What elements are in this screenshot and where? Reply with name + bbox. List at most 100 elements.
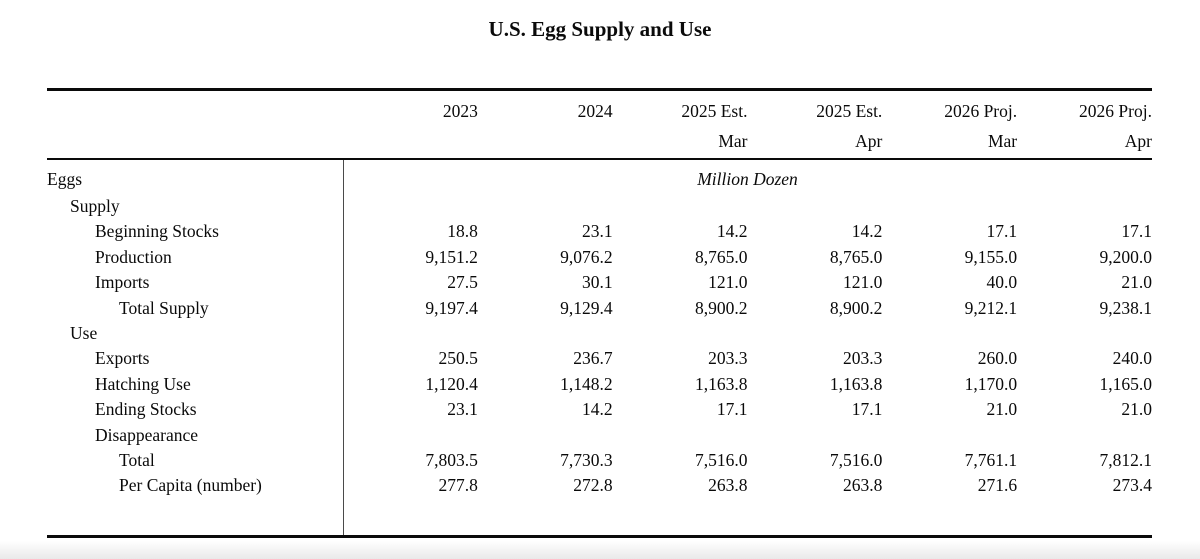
row-label: Supply <box>70 196 120 216</box>
table-row-production: Production 9,151.2 9,076.2 8,765.0 8,765… <box>47 245 1152 270</box>
value-cell: 9,129.4 <box>560 297 613 318</box>
table-row-total: Total 7,803.5 7,730.3 7,516.0 7,516.0 7,… <box>47 448 1152 473</box>
value-cell: 203.3 <box>708 348 748 369</box>
column-subheader: Mar <box>987 131 1018 151</box>
value-cell: 1,170.0 <box>964 373 1018 394</box>
table-row-hatching-use: Hatching Use 1,120.4 1,148.2 1,163.8 1,1… <box>47 372 1152 397</box>
table-row-beginning-stocks: Beginning Stocks 18.8 23.1 14.2 14.2 17.… <box>47 219 1152 244</box>
value-cell: 203.3 <box>842 348 883 369</box>
page-title: U.S. Egg Supply and Use <box>488 17 712 41</box>
row-label: Exports <box>95 348 150 369</box>
bottom-rule <box>47 535 1152 538</box>
value-cell: 273.4 <box>1112 475 1152 496</box>
value-cell: 23.1 <box>582 221 613 242</box>
value-cell: 250.5 <box>438 348 478 369</box>
row-label: Use <box>70 322 98 343</box>
value-cell: 1,163.8 <box>829 373 883 394</box>
table-row-ending-stocks: Ending Stocks 23.1 14.2 17.1 17.1 21.0 2… <box>47 397 1152 422</box>
supply-use-table: 2023 2024 2025 Est. 2025 Est. 2026 Proj.… <box>47 88 1152 538</box>
top-rule <box>47 88 1152 91</box>
table-row-use: Use <box>47 321 1152 346</box>
table-header: 2023 2024 2025 Est. 2025 Est. 2026 Proj.… <box>47 91 1152 158</box>
column-subheader: Mar <box>718 131 748 151</box>
row-label: Ending Stocks <box>95 399 197 420</box>
value-cell: 14.2 <box>582 399 613 420</box>
value-cell: 14.2 <box>851 221 883 242</box>
value-cell: 263.8 <box>842 475 883 496</box>
row-label: Per Capita (number) <box>119 475 262 496</box>
column-divider <box>343 160 344 535</box>
value-cell: 17.1 <box>1121 221 1152 242</box>
row-label: Beginning Stocks <box>95 221 219 242</box>
value-cell: 27.5 <box>447 272 478 293</box>
value-cell: 9,155.0 <box>964 246 1018 267</box>
table-row-eggs: Eggs <box>47 164 1152 194</box>
table-row-per-capita: Per Capita (number) 277.8 272.8 263.8 26… <box>47 473 1152 498</box>
value-cell: 236.7 <box>573 348 613 369</box>
table-row-imports: Imports 27.5 30.1 121.0 121.0 40.0 21.0 <box>47 270 1152 295</box>
value-cell: 240.0 <box>1112 348 1152 369</box>
value-cell: 9,151.2 <box>425 246 478 267</box>
value-cell: 9,197.4 <box>425 297 478 318</box>
value-cell: 9,212.1 <box>964 297 1018 318</box>
row-label: Disappearance <box>95 424 198 445</box>
value-cell: 7,516.0 <box>694 449 748 470</box>
value-cell: 21.0 <box>1121 272 1152 293</box>
value-cell: 8,900.2 <box>829 297 883 318</box>
value-cell: 8,765.0 <box>829 246 883 267</box>
table-row-total-supply: Total Supply 9,197.4 9,129.4 8,900.2 8,9… <box>47 296 1152 321</box>
value-cell: 17.1 <box>716 399 748 420</box>
value-cell: 17.1 <box>986 221 1018 242</box>
column-subheader <box>478 127 613 158</box>
value-cell: 7,730.3 <box>560 449 613 470</box>
value-cell: 30.1 <box>582 272 613 293</box>
row-label: Eggs <box>47 169 82 189</box>
value-cell: 260.0 <box>977 348 1018 369</box>
value-cell: 263.8 <box>708 475 748 496</box>
value-cell: 8,765.0 <box>694 246 748 267</box>
value-cell: 14.2 <box>716 221 748 242</box>
header-rule <box>47 158 1152 160</box>
table-row-exports: Exports 250.5 236.7 203.3 203.3 260.0 24… <box>47 346 1152 371</box>
header-spacer <box>47 91 343 127</box>
value-cell: 1,165.0 <box>1099 373 1152 394</box>
header-year-row: 2023 2024 2025 Est. 2025 Est. 2026 Proj.… <box>47 91 1152 127</box>
value-cell: 21.0 <box>1121 399 1152 420</box>
value-cell: 21.0 <box>986 399 1018 420</box>
value-cell: 7,761.1 <box>964 449 1018 470</box>
column-subheader: Apr <box>855 131 883 151</box>
value-cell: 9,076.2 <box>560 246 613 267</box>
value-cell: 18.8 <box>447 221 478 242</box>
value-cell: 277.8 <box>438 475 478 496</box>
value-cell: 8,900.2 <box>694 297 748 318</box>
value-cell: 9,238.1 <box>1099 297 1152 318</box>
table-row-supply: Supply <box>47 194 1152 219</box>
value-cell: 1,163.8 <box>694 373 748 394</box>
value-cell: 7,803.5 <box>425 449 478 470</box>
column-subheader <box>343 127 478 158</box>
column-header: 2025 Est. <box>816 101 883 121</box>
table-body: Million Dozen Eggs Supply Beginning Stoc… <box>47 160 1152 535</box>
value-cell: 23.1 <box>447 399 478 420</box>
column-header: 2026 Proj. <box>944 101 1018 121</box>
column-header: 2025 Est. <box>681 101 748 121</box>
value-cell: 121.0 <box>708 272 748 293</box>
unit-label: Million Dozen <box>697 169 798 189</box>
column-header: 2024 <box>577 101 613 121</box>
value-cell: 1,148.2 <box>560 373 613 394</box>
value-cell: 7,516.0 <box>829 449 883 470</box>
value-cell: 272.8 <box>573 475 613 496</box>
value-cell: 121.0 <box>842 272 883 293</box>
value-cell: 7,812.1 <box>1099 449 1152 470</box>
header-period-row: Mar Apr Mar Apr <box>47 127 1152 158</box>
value-cell: 17.1 <box>851 399 883 420</box>
row-label: Hatching Use <box>95 373 191 394</box>
column-header: 2023 <box>442 101 478 121</box>
value-cell: 40.0 <box>986 272 1018 293</box>
column-subheader: Apr <box>1124 131 1152 151</box>
column-header: 2026 Proj. <box>1079 101 1152 121</box>
value-cell: 271.6 <box>977 475 1018 496</box>
row-label: Total Supply <box>119 297 209 318</box>
row-label: Total <box>119 449 155 470</box>
